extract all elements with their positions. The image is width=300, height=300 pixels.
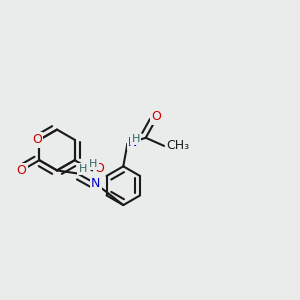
Text: O: O <box>151 110 161 124</box>
Text: H: H <box>79 164 87 174</box>
Text: O: O <box>32 133 42 146</box>
Text: O: O <box>94 162 104 176</box>
Text: N: N <box>91 177 101 190</box>
Text: N: N <box>128 136 137 149</box>
Text: H: H <box>89 159 98 169</box>
Text: CH₃: CH₃ <box>167 140 190 152</box>
Text: O: O <box>17 164 27 177</box>
Text: H: H <box>132 134 140 144</box>
